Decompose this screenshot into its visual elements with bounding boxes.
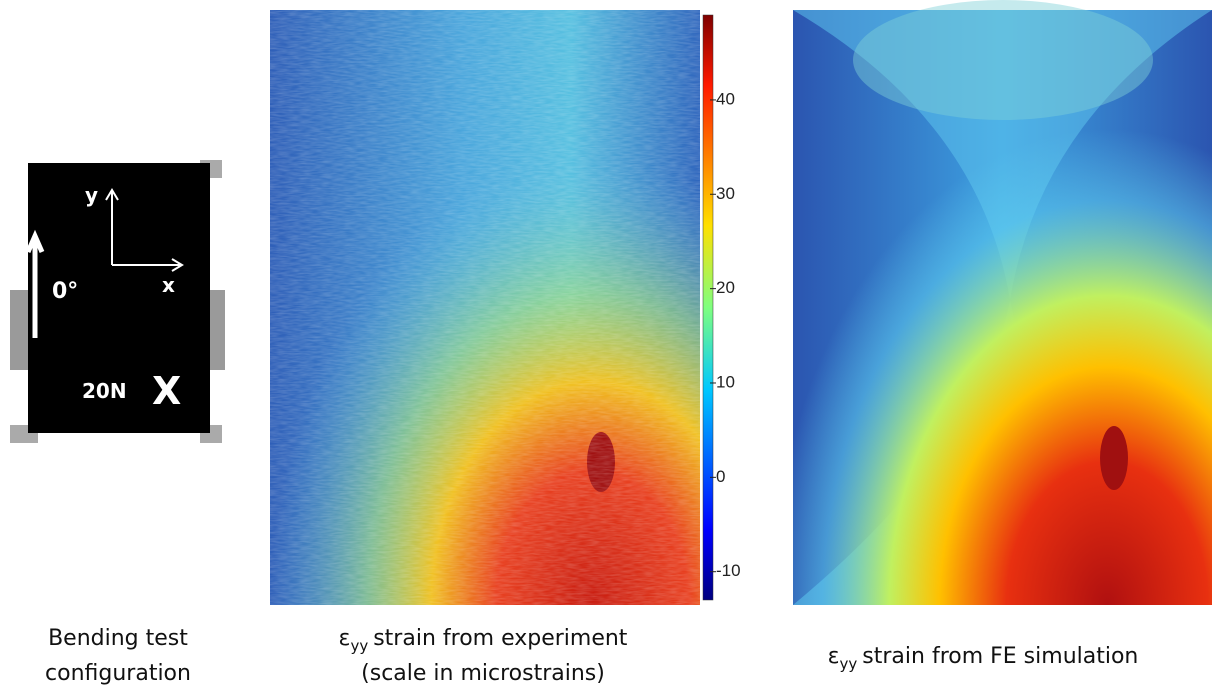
specimen: y x 0° 20N X	[10, 160, 225, 443]
symbol: ε	[828, 644, 840, 669]
caption: configuration	[45, 661, 191, 686]
colorbar-tick-label: 30	[716, 184, 735, 203]
subscript: yy	[350, 637, 368, 655]
colorbar-ticks: -10 0 10 20 30 40	[710, 89, 741, 580]
load-label: 20N	[82, 379, 127, 403]
colorbar-tick-label: 40	[716, 89, 735, 108]
caption: εyy strain from experiment	[339, 626, 628, 655]
caption: εyy strain from FE simulation	[828, 644, 1139, 673]
experiment-map	[270, 10, 700, 605]
symbol: ε	[339, 626, 351, 651]
angle-label: 0°	[52, 279, 78, 304]
subscript: yy	[840, 655, 858, 673]
colorbar-tick-label: 0	[716, 467, 725, 486]
simulation-map	[793, 0, 1212, 605]
mark-label: X	[152, 369, 181, 413]
caption-text: strain from experiment	[373, 626, 628, 651]
caption: Bending test	[48, 626, 188, 651]
axis-label: y	[85, 183, 98, 207]
caption-text: strain from FE simulation	[862, 644, 1138, 669]
axis-label: x	[162, 273, 175, 297]
colorbar-tick-label: 20	[716, 278, 735, 297]
caption: (scale in microstrains)	[361, 661, 605, 686]
colorbar-tick-label: 10	[716, 372, 735, 391]
colorbar	[702, 14, 714, 601]
colorbar-tick-label: -10	[716, 561, 741, 580]
